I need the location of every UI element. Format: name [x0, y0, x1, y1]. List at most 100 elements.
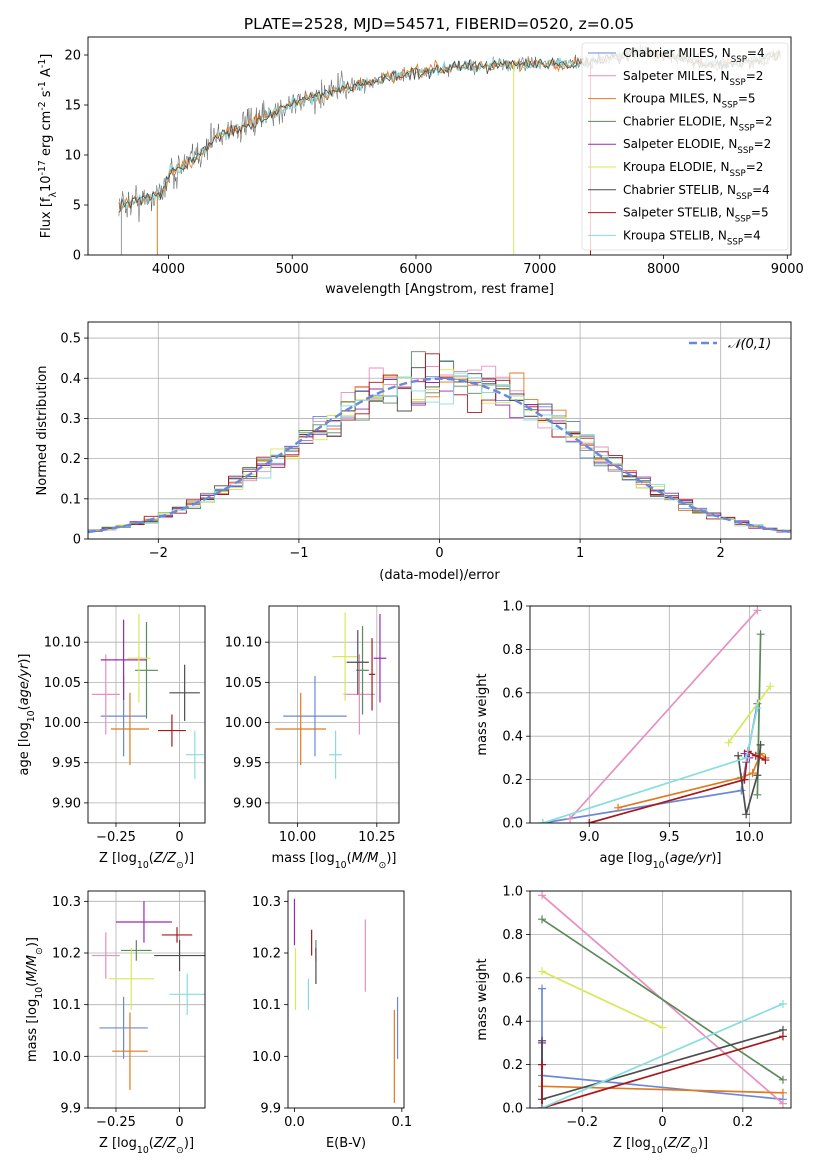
legend-label: Salpeter MILES, NSSP=2: [623, 69, 763, 88]
axes-frame: [87, 605, 206, 824]
y-tick-label: 5: [73, 199, 81, 214]
y-tick-label: 9.90: [52, 796, 81, 811]
x-tick-label: 0: [658, 1115, 666, 1130]
axes: 10.00 10.25 9.90 9.95 10.00 10.05 10.10 mass [l…: [225, 605, 400, 871]
axes-frame: [268, 605, 400, 824]
errorbar-point: [108, 947, 155, 1010]
weight-marker: [734, 751, 743, 760]
weight-marker: [538, 819, 547, 823]
errorbar-point: [127, 614, 151, 703]
y-axis-label: mass weight: [475, 958, 490, 1040]
weight-marker: [538, 984, 547, 993]
y-tick-label: 9.90: [233, 796, 262, 811]
y-tick-label: 10.05: [225, 676, 262, 691]
y-tick-label: 0.8: [502, 928, 523, 943]
errorbar-point: [91, 932, 120, 979]
errorbar-point: [332, 612, 358, 701]
errorbar-point: [91, 654, 120, 735]
legend-label: Salpeter STELIB, NSSP=5: [623, 206, 769, 225]
axes: 9.0 9.5 10.0 0.0 0.2 0.4 0.6 0.8 1.0 age [log10(a…: [475, 600, 792, 871]
x-tick-label: 9.5: [659, 830, 680, 845]
x-tick-label: 6000: [399, 262, 432, 277]
y-axis-label: mass weight: [475, 673, 490, 755]
y-tick-label: 9.95: [233, 756, 262, 771]
weight-marker: [766, 682, 775, 691]
y-tick-label: 0.3: [60, 412, 81, 427]
weight-marker: [614, 803, 623, 812]
y-axis-label: Flux [fλ10-17 erg cm-2 s-1 A-1]: [37, 54, 59, 239]
plot-area: [91, 614, 204, 779]
weight-line: [541, 1003, 784, 1108]
errorbar-point: [157, 714, 186, 747]
x-tick-label: −0.25: [96, 1115, 136, 1130]
axes: −0.25 0 9.90 9.95 10.00 10.05 10.10 Z [log10(Z/…: [17, 605, 206, 871]
weight-line: [541, 970, 663, 1029]
legend-box: [581, 42, 789, 251]
errorbar-point: [373, 614, 387, 703]
y-axis-label: age [log10(age/yr)]: [17, 653, 37, 775]
axes-frame: [287, 890, 405, 1109]
weight-marker: [778, 1075, 787, 1084]
x-tick-label: 10.0: [735, 830, 764, 845]
weight-series: [566, 606, 762, 823]
y-tick-label: 0.0: [502, 817, 523, 832]
weight-marker: [566, 814, 575, 823]
weight-series: [538, 999, 787, 1108]
weight-line: [569, 609, 759, 820]
weight-marker: [756, 740, 765, 749]
y-tick-label: 0.4: [60, 372, 81, 387]
weight-marker: [778, 1088, 787, 1097]
weight-marker: [585, 819, 594, 823]
y-tick-label: 9.9: [60, 1102, 81, 1117]
legend-label: 𝒩(0,1): [728, 337, 771, 352]
weight-marker: [756, 630, 765, 639]
weight-marker: [778, 1099, 787, 1108]
weight-line: [737, 744, 762, 815]
errorbar-point: [154, 940, 205, 972]
weight-marker: [753, 771, 762, 780]
y-tick-label: 9.9: [260, 1102, 281, 1117]
y-tick-label: 10.00: [44, 716, 81, 731]
legend-label: Kroupa MILES, NSSP=5: [623, 92, 756, 111]
weight-marker: [742, 753, 751, 762]
y-tick-label: 0.0: [502, 1102, 523, 1117]
x-tick-label: 0.1: [392, 1115, 413, 1130]
errorbar-point: [368, 638, 376, 711]
axes: −2 −1 0 1 2 0 0.1 0.2 0.3 0.4 0.5 (data-model)/erro…: [35, 321, 792, 583]
errorbar-point: [346, 630, 369, 695]
x-tick-label: 8000: [647, 262, 680, 277]
x-tick-label: 0: [175, 830, 183, 845]
y-tick-label: 10.1: [252, 998, 281, 1013]
y-tick-label: 0.2: [502, 1058, 523, 1073]
errorbar-point: [343, 654, 376, 735]
y-tick-label: 10.3: [252, 895, 281, 910]
y-tick-label: 20: [64, 49, 81, 64]
legend: 𝒩(0,1): [689, 337, 771, 352]
x-tick-label: 9.0: [579, 830, 600, 845]
x-tick-label: 0.0: [284, 1115, 305, 1130]
errorbar-point: [112, 1012, 148, 1090]
weight-series: [734, 740, 765, 819]
weight-marker: [538, 1060, 547, 1069]
axes-frame: [87, 890, 206, 1109]
legend-label: Chabrier ELODIE, NSSP=2: [623, 114, 772, 133]
weight-marker: [748, 769, 757, 778]
plot-area: [293, 898, 399, 1103]
errorbar-point: [169, 973, 205, 1015]
plot-area: [538, 891, 787, 1108]
axes: −0.25 0 9.9 10.0 10.1 10.2 10.3 Z [log10(Z/Z⊙)]…: [25, 890, 206, 1156]
y-tick-label: 10.2: [52, 947, 81, 962]
weight-series: [614, 749, 770, 812]
weight-marker: [753, 606, 762, 615]
errorbar-point: [110, 692, 150, 766]
x-tick-label: 0.2: [732, 1115, 753, 1130]
legend-label: Kroupa ELODIE, NSSP=2: [623, 160, 763, 179]
y-tick-label: 0: [73, 249, 81, 264]
y-tick-label: 0.1: [60, 492, 81, 507]
x-axis-label: wavelength [Angstrom, rest frame]: [325, 282, 554, 297]
y-tick-label: 10.10: [225, 636, 262, 651]
y-tick-label: 10.3: [52, 895, 81, 910]
weight-line: [541, 1035, 784, 1108]
y-tick-label: 0.8: [502, 643, 523, 658]
